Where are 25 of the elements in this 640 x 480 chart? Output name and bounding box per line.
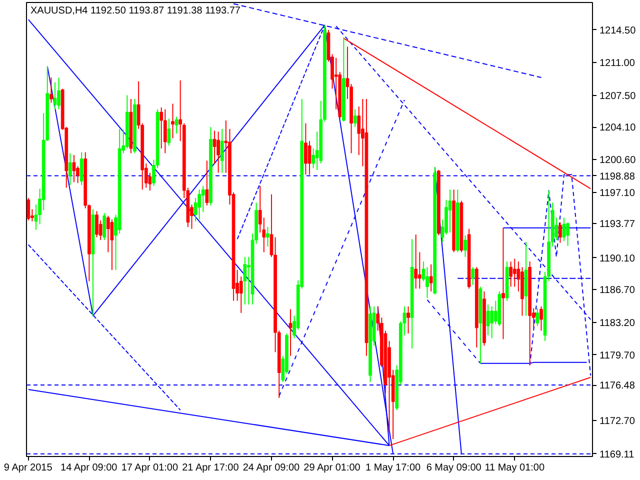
chart-title: XAUUSD,H4 1192.50 1193.87 1191.38 1193.77 [30, 6, 241, 16]
ref-line-label: 1198.88 [600, 171, 636, 182]
y-tick-label: 1200.60 [600, 155, 636, 166]
ref-line-label: 1176.48 [600, 380, 636, 392]
x-tick-label: 24 Apr 09:00 [242, 462, 300, 474]
x-tick-label: 17 Apr 01:00 [121, 462, 178, 474]
x-tick-label: 1 May 17:00 [366, 462, 422, 474]
y-tick-label: 1204.10 [600, 122, 636, 134]
y-tick-label: 1193.77 [600, 219, 636, 230]
y-tick-label: 1172.70 [600, 416, 636, 427]
y-tick-label: 1197.10 [600, 188, 636, 199]
y-tick-label: 1179.70 [600, 350, 636, 362]
y-tick-label: 1183.20 [600, 318, 636, 329]
x-tick-label: 11 May 01:00 [484, 462, 545, 474]
x-tick-label: 21 Apr 17:00 [182, 462, 240, 474]
x-tick-label: 29 Apr 01:00 [304, 462, 361, 474]
ref-line-label: 1169.11 [600, 449, 635, 460]
y-tick-label: 1186.70 [600, 285, 636, 296]
y-tick-label: 1214.50 [600, 25, 636, 36]
y-tick-label: 1190.10 [600, 253, 636, 264]
y-tick-label: 1211.00 [600, 58, 636, 70]
x-tick-label: 9 Apr 2015 [4, 462, 53, 474]
x-tick-label: 6 May 09:00 [426, 462, 482, 474]
y-tick-label: 1207.50 [600, 90, 636, 102]
x-tick-label: 14 Apr 09:00 [60, 462, 118, 474]
